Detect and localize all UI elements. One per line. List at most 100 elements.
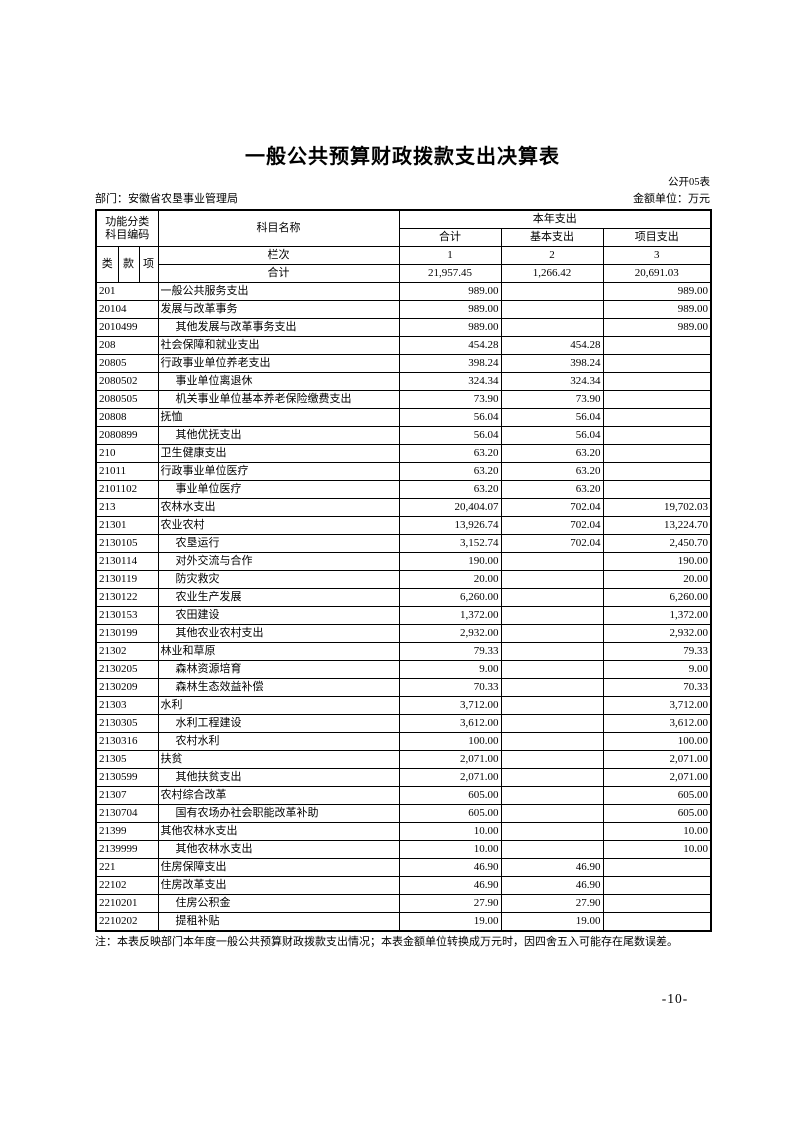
grand-total-project: 20,691.03 (602, 264, 712, 283)
cell-subject-name: 其他农林水支出 (157, 840, 400, 859)
cell-project-expense: 2,450.70 (602, 534, 712, 553)
cell-total: 46.90 (398, 858, 502, 877)
cell-project-expense: 6,260.00 (602, 588, 712, 607)
header-year-expense: 本年支出 (398, 209, 712, 229)
cell-function-code: 2130153 (95, 606, 159, 625)
cell-subject-name: 农业农村 (157, 516, 400, 535)
cell-total: 63.20 (398, 444, 502, 463)
cell-subject-name: 农业生产发展 (157, 588, 400, 607)
cell-function-code: 21305 (95, 750, 159, 769)
cell-total: 27.90 (398, 894, 502, 913)
cell-basic-expense: 46.90 (500, 858, 604, 877)
cell-subject-name: 事业单位医疗 (157, 480, 400, 499)
cell-subject-name: 其他优抚支出 (157, 426, 400, 445)
cell-subject-name: 其他扶贫支出 (157, 768, 400, 787)
grand-total-basic: 1,266.42 (500, 264, 604, 283)
table-row: 2130153 农田建设 1,372.00 1,372.00 (95, 606, 712, 625)
cell-function-code: 210 (95, 444, 159, 463)
cell-project-expense: 989.00 (602, 318, 712, 337)
cell-basic-expense (500, 696, 604, 715)
cell-subject-name: 卫生健康支出 (157, 444, 400, 463)
footnote: 注：本表反映部门本年度一般公共预算财政拨款支出情况；本表金额单位转换成万元时，因… (95, 936, 678, 948)
table-row: 21399 其他农林水支出 10.00 10.00 (95, 822, 712, 841)
header-code-group-line2: 科目编码 (105, 228, 150, 241)
table-row: 201 一般公共服务支出 989.00 989.00 (95, 282, 712, 301)
cell-project-expense (602, 480, 712, 499)
cell-basic-expense: 324.34 (500, 372, 604, 391)
cell-subject-name: 水利工程建设 (157, 714, 400, 733)
table-row: 21302 林业和草原 79.33 79.33 (95, 642, 712, 661)
cell-project-expense (602, 354, 712, 373)
cell-basic-expense: 27.90 (500, 894, 604, 913)
lanci-value-3: 3 (602, 246, 712, 265)
cell-function-code: 221 (95, 858, 159, 877)
cell-subject-name: 农垦运行 (157, 534, 400, 553)
cell-total: 10.00 (398, 822, 502, 841)
table-body: 201 一般公共服务支出 989.00 989.00 20104 发展与改革事务… (95, 282, 712, 932)
header-code-kuan: 款 (117, 246, 140, 283)
page-number: -10- (661, 991, 689, 1006)
cell-basic-expense (500, 822, 604, 841)
cell-basic-expense: 63.20 (500, 462, 604, 481)
cell-function-code: 213 (95, 498, 159, 517)
cell-basic-expense (500, 570, 604, 589)
cell-project-expense (602, 372, 712, 391)
cell-function-code: 2210202 (95, 912, 159, 932)
cell-basic-expense (500, 642, 604, 661)
cell-subject-name: 住房公积金 (157, 894, 400, 913)
header-code-group-line1: 功能分类 (105, 215, 150, 228)
cell-total: 398.24 (398, 354, 502, 373)
cell-total: 989.00 (398, 318, 502, 337)
cell-project-expense: 19,702.03 (602, 498, 712, 517)
cell-basic-expense (500, 732, 604, 751)
table-row: 2130114 对外交流与合作 190.00 190.00 (95, 552, 712, 571)
cell-project-expense (602, 912, 712, 932)
department-label: 部门：安徽省农垦事业管理局 (95, 193, 238, 205)
cell-basic-expense (500, 318, 604, 337)
cell-total: 605.00 (398, 804, 502, 823)
header-code-xiang: 项 (138, 246, 159, 283)
form-number-label: 公开05表 (668, 177, 710, 188)
cell-total: 989.00 (398, 300, 502, 319)
cell-total: 454.28 (398, 336, 502, 355)
cell-basic-expense (500, 606, 604, 625)
cell-function-code: 2130599 (95, 768, 159, 787)
cell-function-code: 2080899 (95, 426, 159, 445)
cell-basic-expense (500, 660, 604, 679)
cell-subject-name: 农林水支出 (157, 498, 400, 517)
table-row: 2130105 农垦运行 3,152.74 702.04 2,450.70 (95, 534, 712, 553)
cell-subject-name: 事业单位离退休 (157, 372, 400, 391)
cell-total: 989.00 (398, 282, 502, 301)
cell-project-expense: 13,224.70 (602, 516, 712, 535)
cell-project-expense (602, 462, 712, 481)
header-project-col: 项目支出 (602, 228, 712, 247)
cell-function-code: 21011 (95, 462, 159, 481)
cell-function-code: 201 (95, 282, 159, 301)
cell-subject-name: 农村水利 (157, 732, 400, 751)
table-row: 2130122 农业生产发展 6,260.00 6,260.00 (95, 588, 712, 607)
cell-function-code: 2130209 (95, 678, 159, 697)
cell-project-expense (602, 390, 712, 409)
cell-project-expense: 989.00 (602, 282, 712, 301)
cell-project-expense: 3,712.00 (602, 696, 712, 715)
cell-total: 13,926.74 (398, 516, 502, 535)
cell-function-code: 20104 (95, 300, 159, 319)
table-row: 208 社会保障和就业支出 454.28 454.28 (95, 336, 712, 355)
cell-function-code: 2210201 (95, 894, 159, 913)
cell-basic-expense: 56.04 (500, 408, 604, 427)
cell-function-code: 21302 (95, 642, 159, 661)
cell-project-expense: 989.00 (602, 300, 712, 319)
cell-project-expense: 70.33 (602, 678, 712, 697)
cell-total: 10.00 (398, 840, 502, 859)
table-row: 2080502 事业单位离退休 324.34 324.34 (95, 372, 712, 391)
header-basic-col: 基本支出 (500, 228, 604, 247)
table-row: 20104 发展与改革事务 989.00 989.00 (95, 300, 712, 319)
cell-subject-name: 林业和草原 (157, 642, 400, 661)
cell-total: 2,932.00 (398, 624, 502, 643)
cell-basic-expense (500, 282, 604, 301)
cell-basic-expense: 46.90 (500, 876, 604, 895)
grand-total-sum: 21,957.45 (398, 264, 502, 283)
cell-total: 19.00 (398, 912, 502, 932)
cell-basic-expense: 63.20 (500, 444, 604, 463)
lanci-label: 栏次 (157, 246, 400, 265)
